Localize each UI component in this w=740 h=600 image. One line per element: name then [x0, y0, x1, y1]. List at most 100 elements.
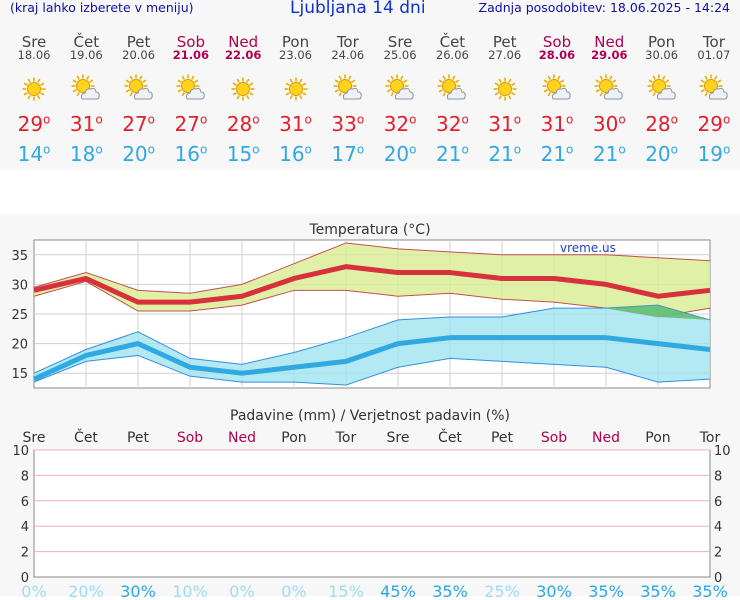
partly-cloudy-icon [385, 74, 414, 100]
temperature-chart: 15 20 25 30 35 Temperatura (°C) vreme.us [11, 222, 711, 389]
page-title: Ljubljana 14 dni [290, 0, 426, 18]
min-temperature: 16o [279, 142, 312, 166]
max-temperature: 29o [17, 112, 51, 136]
x-tick-label: Pet [491, 430, 514, 446]
min-temperature: 21o [592, 142, 626, 166]
rain-probability: 35% [640, 582, 676, 600]
x-tick-label: Ned [228, 430, 256, 446]
min-temperature: 21o [435, 142, 469, 166]
max-temperature: 31o [540, 112, 574, 136]
max-temperature: 29o [697, 112, 731, 136]
plot-area [33, 449, 711, 578]
day-name: Pet [126, 33, 151, 51]
rain-probability: 10% [172, 582, 208, 600]
min-temperature: 21o [540, 142, 574, 166]
max-temperature: 30o [592, 112, 626, 136]
partly-cloudy-icon [542, 74, 571, 100]
day-name: Pon [647, 33, 676, 51]
rain-probability: 30% [120, 582, 156, 600]
rain-probability: 35% [588, 582, 624, 600]
day-name: Sob [176, 33, 205, 51]
band-lower-edge [33, 280, 711, 318]
partly-cloudy-icon [699, 74, 728, 100]
day-date: 20.06 [122, 48, 156, 62]
sunny-icon [22, 77, 46, 101]
x-tick-label: Sob [177, 430, 203, 446]
band-overlap [34, 305, 710, 374]
rain-probability: 0% [229, 582, 254, 600]
min-temperature: 18o [69, 142, 103, 166]
y-tick-label-right: 8 [714, 469, 722, 484]
min-temperature: 20o [645, 142, 678, 166]
min-temperature: 17o [331, 142, 365, 166]
y-tick-label: 20 [11, 338, 28, 353]
day-date: 21.06 [172, 48, 210, 62]
min-temperature: 14o [17, 142, 51, 166]
precipitation-chart: Padavine (mm) / Verjetnost padavin (%) Sr… [12, 408, 730, 600]
y-tick-label-right: 2 [714, 546, 722, 561]
x-tick-label: Sob [541, 430, 567, 446]
x-tick-label: Tor [699, 430, 721, 446]
location-hint: (kraj lahko izberete v meniju) [10, 0, 194, 15]
partly-cloudy-icon [437, 74, 467, 100]
min-temperature: 19o [697, 142, 731, 166]
band-upper-edge [33, 242, 711, 294]
max-temperature: 31o [69, 112, 103, 136]
y-tick-label-left: 6 [21, 495, 29, 510]
band-upper-edge [33, 304, 711, 374]
day-name: Ned [594, 33, 625, 51]
max-temperature: 32o [435, 112, 469, 136]
max-temperature-line [33, 264, 711, 305]
day-date: 22.06 [224, 48, 262, 62]
day-name: Sre [387, 33, 413, 51]
max-temperature: 32o [383, 112, 417, 136]
rain-probability: 0% [21, 582, 46, 600]
y-tick-label-right: 6 [714, 495, 722, 510]
max-temperature: 28o [226, 112, 260, 136]
partly-cloudy-icon [594, 74, 623, 100]
last-update: Zadnja posodobitev: 18.06.2025 - 14:24 [478, 0, 730, 15]
rain-probability: 45% [380, 582, 416, 600]
y-tick-label-left: 8 [21, 469, 29, 484]
partly-cloudy-icon [71, 74, 100, 100]
y-tick-label-right: 0 [714, 571, 722, 586]
min-temperature: 15o [226, 142, 260, 166]
y-tick-label: 30 [11, 278, 28, 293]
min-temperature: 21o [488, 142, 522, 166]
y-tick-label-left: 10 [12, 444, 29, 459]
rain-probability: 30% [536, 582, 572, 600]
y-tick-label: 25 [11, 308, 28, 323]
day-name: Ned [228, 33, 259, 51]
min-temperature: 20o [122, 142, 155, 166]
sunny-icon [284, 77, 307, 101]
max-temperature: 27o [122, 112, 155, 136]
day-date: 01.07 [697, 48, 731, 62]
day-date: 25.06 [383, 48, 417, 62]
x-tick-label: Ned [592, 430, 620, 446]
day-date: 28.06 [538, 48, 576, 62]
day-date: 18.06 [17, 48, 51, 62]
x-tick-label: Pet [127, 430, 150, 446]
y-tick-label: 15 [11, 367, 28, 382]
rain-probability: 35% [692, 582, 728, 600]
sunny-icon [231, 77, 255, 101]
day-date: 30.06 [645, 48, 679, 62]
rain-probability: 20% [68, 582, 104, 600]
sunny-icon [493, 77, 517, 101]
partly-cloudy-icon [124, 74, 153, 100]
chart-title: Padavine (mm) / Verjetnost padavin (%) [230, 408, 510, 424]
forecast-range-band [34, 305, 710, 386]
x-tick-label: Sre [387, 430, 410, 446]
x-tick-label: Tor [335, 430, 357, 446]
y-tick-label-left: 4 [21, 520, 29, 535]
y-tick-label-right: 4 [714, 520, 722, 535]
rain-probability: 35% [432, 582, 468, 600]
y-tick-label-left: 0 [21, 571, 29, 586]
min-temperature: 20o [383, 142, 417, 166]
day-date: 26.06 [435, 48, 469, 62]
max-temperature: 27o [174, 112, 208, 136]
day-name: Tor [336, 33, 359, 51]
x-tick-label: Sre [23, 430, 46, 446]
y-tick-label-left: 2 [21, 546, 29, 561]
day-name: Pon [281, 33, 310, 51]
